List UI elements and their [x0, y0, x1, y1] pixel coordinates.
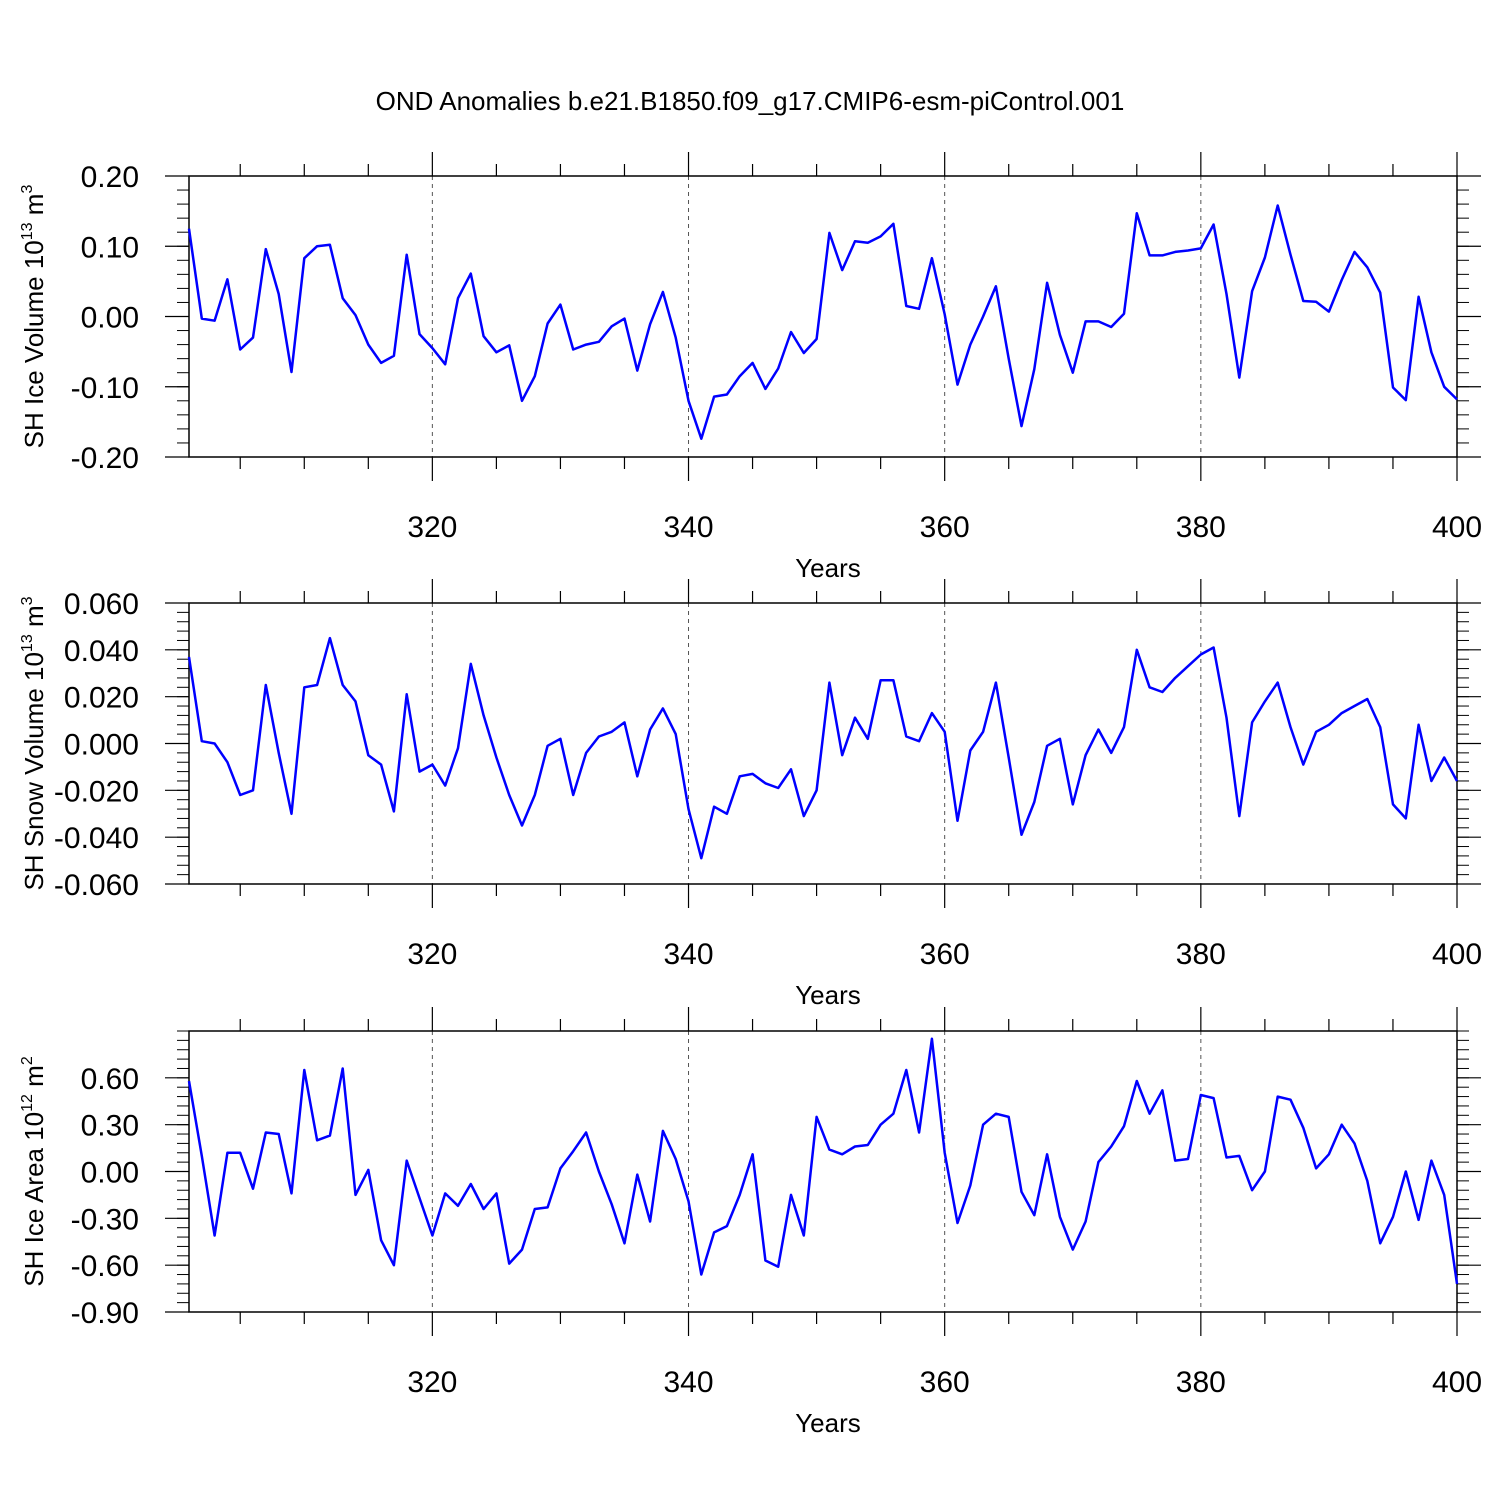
panel-2-ytick-label-5: 0.040 — [64, 635, 139, 668]
panel-3-xtick-label-360: 360 — [920, 1366, 970, 1399]
panel-3-ytick-label-5: 0.60 — [81, 1063, 139, 1096]
panel-1-xtick-label-400: 400 — [1432, 511, 1482, 544]
panel-2-ytick-label-1: -0.040 — [54, 822, 139, 855]
panel-2-ytick-label-0: -0.060 — [54, 869, 139, 902]
panel-3-xtick-label-400: 400 — [1432, 1366, 1482, 1399]
panel-2-xtick-label-320: 320 — [407, 938, 457, 971]
panel-3-xlabel: Years — [795, 1408, 861, 1438]
panel-1-xtick-label-380: 380 — [1176, 511, 1226, 544]
panel-2-xtick-label-400: 400 — [1432, 938, 1482, 971]
panel-3-xtick-label-340: 340 — [663, 1366, 713, 1399]
panel-2-ytick-label-4: 0.020 — [64, 682, 139, 715]
panel-2-xtick-label-380: 380 — [1176, 938, 1226, 971]
panel-1-ytick-label-2: 0.00 — [81, 302, 139, 335]
panel-1-series-line — [187, 204, 1458, 440]
panel-3-ytick-label-1: -0.60 — [71, 1250, 139, 1283]
panel-1-ytick-label-0: -0.20 — [71, 442, 139, 475]
panel-1-xlabel: Years — [795, 553, 861, 583]
panel-2-ytick-label-2: -0.020 — [54, 775, 139, 808]
panel-2-xtick-label-360: 360 — [920, 938, 970, 971]
panel-3-xtick-label-320: 320 — [407, 1366, 457, 1399]
page-title: OND Anomalies b.e21.B1850.f09_g17.CMIP6-… — [375, 86, 1125, 116]
panel-2-ytick-label-3: 0.000 — [64, 729, 139, 762]
panel-3-xtick-label-380: 380 — [1176, 1366, 1226, 1399]
panel-3-plot-frame — [188, 1030, 1458, 1313]
panel-2-series-line — [187, 636, 1459, 860]
panel-1-ytick-label-1: -0.10 — [71, 372, 139, 405]
panel-3-series-line — [187, 1037, 1459, 1285]
panel-3-ytick-label-0: -0.90 — [71, 1297, 139, 1330]
panel-1-xtick-label-320: 320 — [407, 511, 457, 544]
panel-1-ytick-label-4: 0.20 — [81, 161, 139, 194]
panel-3-ytick-label-4: 0.30 — [81, 1110, 139, 1143]
panel-1-ylabel: SH Ice Volume 1013 m3 — [19, 185, 49, 449]
panel-1-plot-frame — [188, 175, 1458, 458]
panel-2-ytick-label-6: 0.060 — [64, 588, 139, 621]
panel-3-ytick-label-3: 0.00 — [81, 1157, 139, 1190]
panel-3-ytick-label-2: -0.30 — [71, 1203, 139, 1236]
panel-1-xtick-label-360: 360 — [920, 511, 970, 544]
panel-1-xtick-label-340: 340 — [663, 511, 713, 544]
panel-3-ylabel: SH Ice Area 1012 m2 — [19, 1056, 49, 1287]
panel-2-ylabel: SH Snow Volume 1013 m3 — [19, 596, 49, 890]
panel-2-xtick-label-340: 340 — [663, 938, 713, 971]
panel-2-xlabel: Years — [795, 980, 861, 1010]
panel-1-ytick-label-3: 0.10 — [81, 231, 139, 264]
